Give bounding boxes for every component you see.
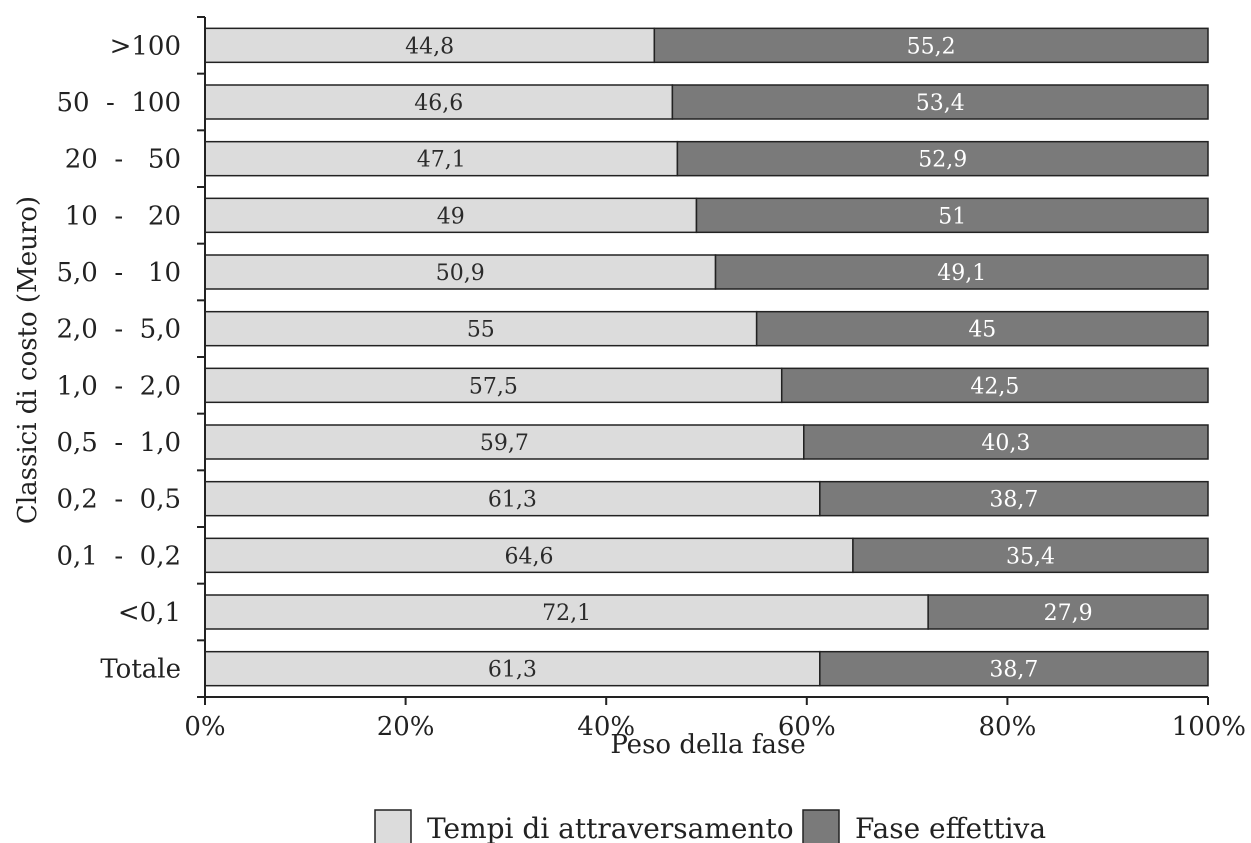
bar-segment [204, 197, 698, 234]
legend-swatch-fase [802, 809, 840, 843]
y-axis-title: Classici di costo (Meuro) [13, 196, 43, 524]
data-label: 49,1 [937, 261, 986, 286]
bars-group: 44,8 55,2 46,6 53,4 47,1 52,9 49 51 50,9 49,1 55 45… [204, 27, 1209, 687]
data-label: 44,8 [405, 34, 454, 59]
category-label: Totale [100, 655, 181, 685]
category-label: 0,1 - 0,2 [56, 541, 181, 571]
category-label: >100 [110, 31, 181, 61]
bar-segment [780, 367, 1209, 404]
category-label: 0,5 - 1,0 [56, 428, 181, 458]
data-label: 40,3 [981, 431, 1030, 456]
category-label: 2,0 - 5,0 [56, 315, 181, 345]
category-labels: >100 50 - 100 20 - 50 10 - 20 5,0 - 10 2,0 - … [56, 31, 181, 684]
data-label: 47,1 [417, 148, 466, 173]
bar-segment [676, 140, 1209, 177]
data-label: 55,2 [907, 34, 956, 59]
bar-segment [204, 367, 783, 404]
legend: Tempi di attraversamento Fase effettiva [374, 809, 1046, 843]
bar-segment [695, 197, 1209, 234]
data-label: 42,5 [970, 374, 1019, 399]
legend-label-tempi: Tempi di attraversamento [427, 812, 794, 843]
data-label: 52,9 [918, 148, 967, 173]
x-axis-title: Peso della fase [610, 730, 805, 760]
x-tick-label: 40% [577, 712, 635, 742]
legend-swatch-tempi [374, 809, 412, 843]
x-tick-label: 20% [377, 712, 435, 742]
category-label: 5,0 - 10 [56, 258, 181, 288]
bar-segment [755, 310, 1209, 347]
data-label: 57,5 [469, 374, 518, 399]
x-ticks: 0% 20% 40% 60% 80% 100% [184, 697, 1246, 742]
bar-segment [671, 84, 1209, 120]
bar-segment [204, 84, 674, 120]
data-label: 59,7 [480, 431, 529, 456]
bar-segment [204, 537, 854, 574]
legend-label-fase: Fase effettiva [855, 812, 1046, 843]
data-label: 35,4 [1006, 544, 1055, 569]
bar-segment [803, 424, 1209, 460]
data-label: 38,7 [989, 658, 1038, 683]
bar-segment [819, 480, 1209, 517]
x-tick-label: 0% [184, 712, 225, 742]
bar-segment [204, 27, 656, 64]
data-label: 53,4 [916, 91, 965, 116]
category-label: <0,1 [118, 598, 181, 628]
data-label: 72,1 [542, 601, 591, 626]
category-label: 0,2 - 0,5 [56, 485, 181, 515]
data-label: 49 [437, 204, 465, 229]
x-tick-label: 80% [979, 712, 1037, 742]
data-label: 55 [467, 318, 495, 343]
data-label: 61,3 [488, 658, 537, 683]
category-label: 20 - 50 [65, 145, 181, 175]
bar-segment [204, 140, 679, 177]
category-label: 1,0 - 2,0 [56, 371, 181, 401]
data-label: 38,7 [989, 488, 1038, 513]
category-label: 10 - 20 [65, 201, 181, 231]
y-ticks [197, 16, 205, 698]
data-label: 45 [968, 318, 996, 343]
data-label: 61,3 [488, 488, 537, 513]
x-tick-label: 100% [1172, 712, 1246, 742]
data-label: 46,6 [414, 91, 463, 116]
data-label: 50,9 [436, 261, 485, 286]
bar-segment [852, 537, 1209, 574]
bar-segment [927, 594, 1209, 630]
bar-segment [653, 27, 1209, 64]
category-label: 50 - 100 [56, 88, 181, 118]
bar-segment [714, 254, 1209, 290]
bar-segment [819, 650, 1209, 687]
data-label: 64,6 [504, 544, 553, 569]
x-tick-label: 60% [778, 712, 836, 742]
bar-segment [204, 594, 929, 630]
data-label: 27,9 [1044, 601, 1093, 626]
bar-segment [204, 650, 821, 687]
data-label: 51 [938, 204, 966, 229]
